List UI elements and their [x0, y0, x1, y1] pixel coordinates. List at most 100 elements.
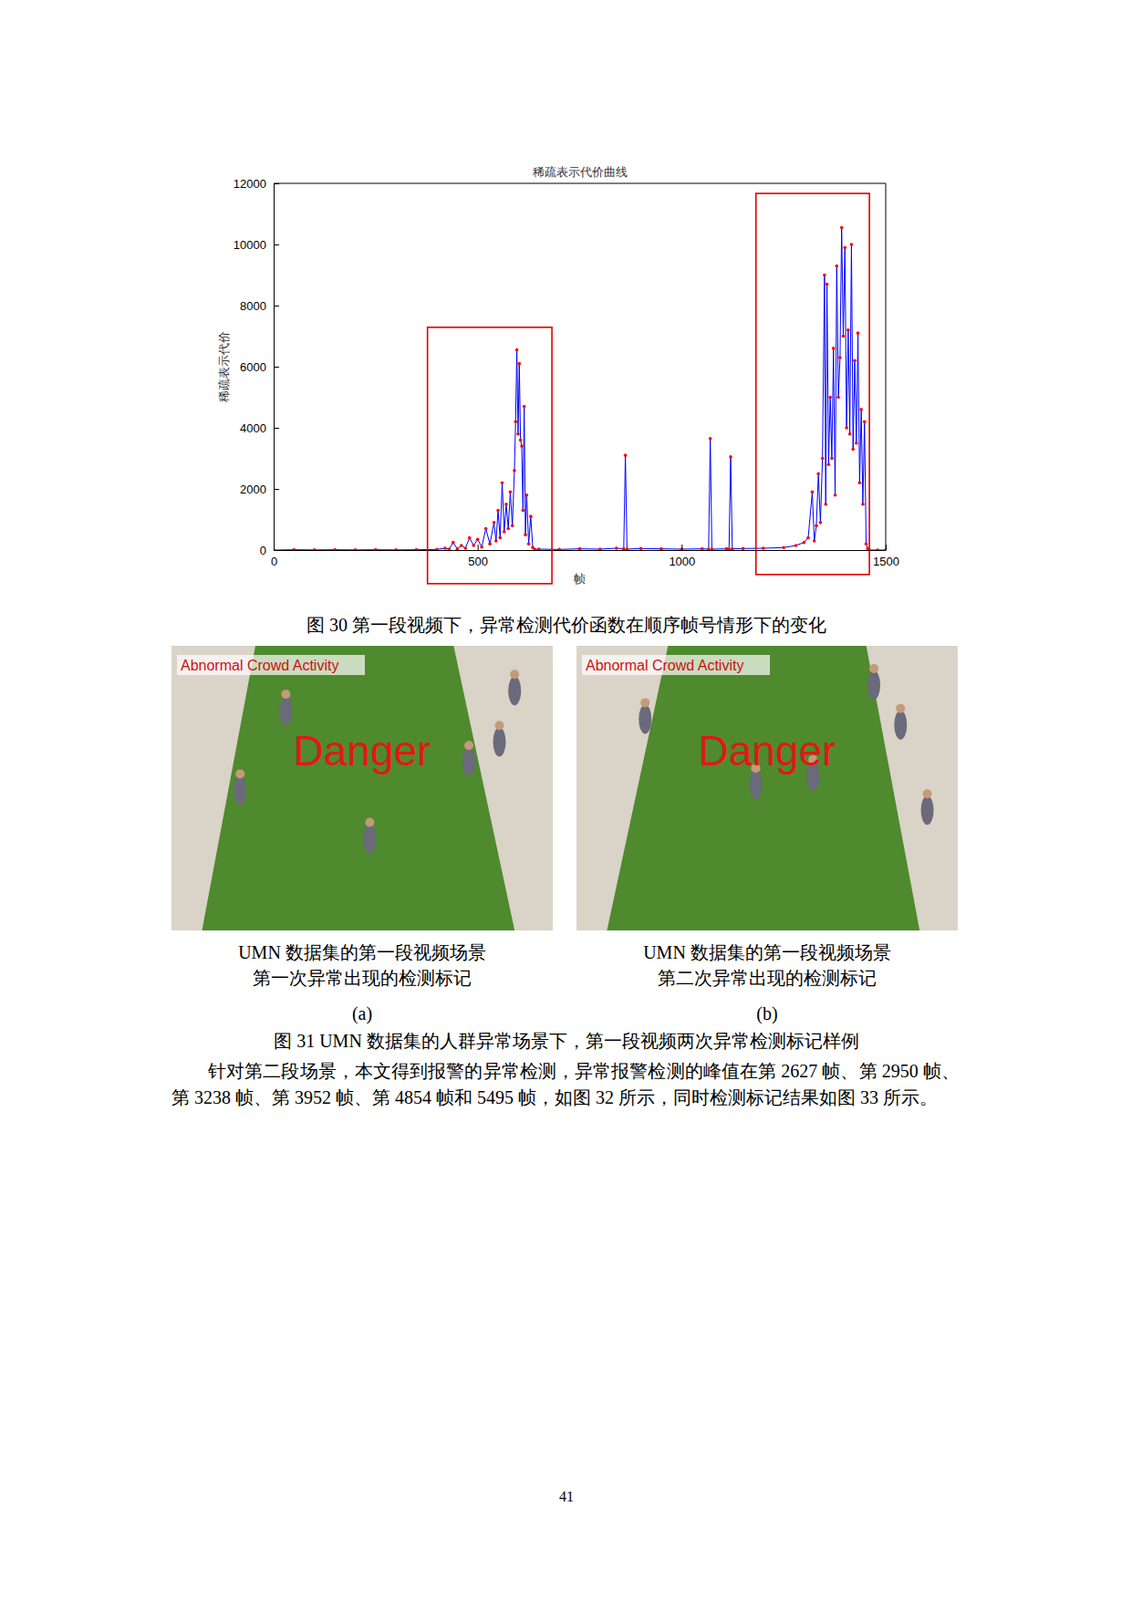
data-point	[833, 493, 838, 498]
data-point	[850, 242, 854, 247]
x-axis-line	[274, 550, 887, 551]
data-point	[823, 502, 828, 507]
data-point	[523, 532, 528, 537]
data-point	[726, 547, 731, 551]
y-tick: 8000	[239, 299, 280, 313]
data-point	[622, 547, 626, 551]
caption: 第一次异常出现的检测标记	[252, 967, 472, 988]
data-point	[527, 542, 531, 547]
data-point	[852, 359, 857, 364]
y-tick-label: 4000	[239, 421, 267, 436]
data-point	[510, 523, 515, 528]
data-point	[512, 468, 517, 473]
x-tick: 1000	[668, 544, 696, 569]
y-tick: 4000	[239, 421, 280, 436]
caption: UMN 数据集的第一段视频场景	[238, 942, 487, 963]
data-point	[822, 273, 827, 278]
y-tick-label: 10000	[233, 238, 267, 252]
data-point	[578, 547, 582, 551]
data-point	[498, 536, 502, 541]
caption: 图 30 第一段视频下，异常检测代价函数在顺序帧号情形下的变化	[306, 614, 827, 635]
data-point	[614, 546, 619, 551]
photo: Abnormal Crowd ActivityDanger	[171, 645, 553, 931]
person	[279, 695, 292, 726]
data-point	[814, 523, 819, 528]
person-head	[464, 740, 474, 750]
data-point	[513, 420, 518, 425]
data-point	[467, 536, 472, 541]
person-head	[923, 789, 933, 799]
data-point	[415, 548, 419, 551]
data-point	[639, 547, 644, 551]
data-point	[875, 548, 880, 551]
data-point	[625, 547, 630, 551]
data-point	[840, 226, 844, 230]
data-point	[529, 514, 533, 519]
data-point	[500, 481, 505, 486]
data-point	[730, 547, 735, 551]
data-point	[828, 395, 832, 400]
photo-background	[576, 645, 958, 931]
plot-frame	[273, 183, 886, 551]
data-point	[537, 547, 541, 551]
x-tick-mark	[477, 544, 479, 551]
data-point	[519, 438, 523, 443]
data-point	[516, 432, 520, 437]
person	[508, 675, 521, 706]
data-point	[820, 456, 825, 461]
y-tick-mark	[273, 244, 280, 246]
photo-background	[171, 645, 553, 931]
person-head	[364, 817, 374, 827]
data-point	[864, 542, 869, 547]
data-point	[827, 462, 831, 467]
person-head	[509, 669, 520, 679]
data-point	[496, 508, 500, 513]
data-point	[862, 420, 867, 425]
y-tick-label: 0	[259, 543, 267, 558]
overlay-label: Abnormal Crowd Activity	[180, 657, 339, 674]
data-point	[373, 548, 378, 551]
data-point	[443, 546, 447, 551]
x-tick-label: 0	[270, 554, 278, 569]
y-axis: 020004000600080001000012000	[233, 176, 280, 558]
data-point	[844, 425, 849, 430]
data-point	[838, 355, 842, 360]
data-point	[708, 436, 713, 441]
label-background	[176, 654, 365, 676]
caption: 41	[559, 1488, 574, 1505]
y-tick-mark	[273, 183, 280, 185]
paragraph: 针对第二段场景，本文得到报警的异常检测，异常报警检测的峰值在第 2627 帧、第…	[171, 1058, 960, 1112]
y-tick-mark	[273, 550, 280, 551]
y-tick: 12000	[233, 176, 280, 191]
data-point	[741, 547, 746, 551]
caption: (a)	[352, 1003, 373, 1025]
x-tick-mark	[885, 544, 887, 551]
data-point	[476, 537, 480, 541]
x-tick-label: 500	[467, 554, 489, 569]
data-point	[861, 502, 865, 507]
plot-area	[273, 226, 886, 551]
person	[492, 726, 506, 757]
data-point	[819, 520, 823, 525]
person-head	[640, 697, 650, 707]
person	[893, 710, 907, 740]
data-point	[522, 405, 527, 409]
y-tick-mark	[273, 427, 280, 429]
person	[363, 823, 376, 853]
person	[462, 747, 476, 777]
data-point	[802, 540, 807, 545]
chart: 050010001500020004000600080001000012000稀…	[217, 165, 900, 586]
data-point	[479, 545, 484, 550]
data-point	[859, 407, 863, 412]
caption: 图 31 UMN 数据集的人群异常场景下，第一段视频两次异常检测标记样例	[273, 1030, 860, 1051]
data-point	[830, 456, 834, 461]
data-point	[700, 547, 705, 551]
highlight-box	[427, 327, 552, 584]
data-point	[816, 471, 821, 476]
data-point	[463, 546, 468, 551]
data-point	[846, 328, 851, 333]
person	[233, 775, 247, 805]
data-point	[706, 547, 711, 551]
y-tick-mark	[273, 366, 280, 368]
data-point	[456, 547, 460, 551]
